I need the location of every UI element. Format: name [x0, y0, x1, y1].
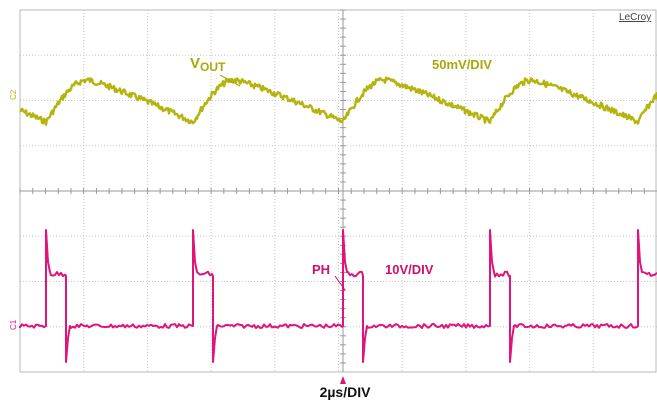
vout-scale-label: 50mV/DIV: [432, 57, 492, 72]
ph-scale-label: 10V/DIV: [385, 262, 434, 277]
vout-trace: [19, 76, 657, 126]
ph-trace: [19, 229, 657, 363]
brand-label: LeCroy: [619, 12, 651, 23]
graticule: [19, 9, 657, 373]
timebase-label: 2µs/DIV: [319, 384, 371, 400]
waveform-traces: [19, 76, 657, 363]
vout-leader-line: [219, 74, 241, 87]
oscilloscope-screen: LeCroy C2 C1 VOUT 50mV/DIV PH 10V/DIV: [9, 9, 657, 384]
vout-channel-marker: C2: [9, 89, 18, 100]
trigger-position-marker: [340, 376, 346, 384]
ph-label: PH: [312, 262, 330, 277]
ph-leader-line: [334, 275, 346, 291]
ph-channel-marker: C1: [9, 319, 18, 330]
vout-label: VOUT: [190, 55, 226, 74]
